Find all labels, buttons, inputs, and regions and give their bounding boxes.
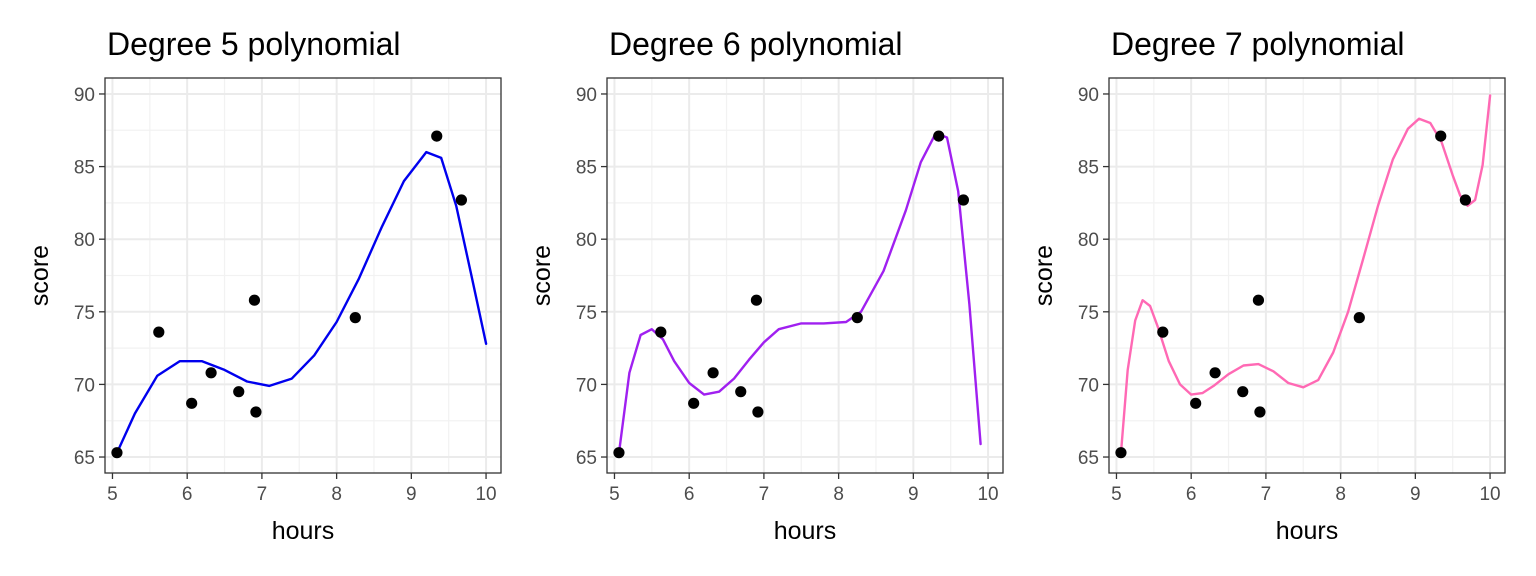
x-axis-title: hours xyxy=(1276,517,1339,545)
data-point xyxy=(205,367,217,379)
x-tick-label: 9 xyxy=(406,484,417,505)
data-point xyxy=(613,447,625,459)
y-tick-label: 70 xyxy=(74,375,95,396)
data-point xyxy=(851,312,863,324)
y-tick-label: 90 xyxy=(1078,85,1099,106)
y-tick-label: 90 xyxy=(576,85,597,106)
x-tick-label: 10 xyxy=(977,484,998,505)
data-point xyxy=(1435,130,1447,142)
chart-panel-3: Degree 7 polynomial 5 6 7 8 9 10 65 70 75 80 85 90 ho… xyxy=(1030,26,1506,545)
x-tick-label: 6 xyxy=(684,484,695,505)
x-tick-label: 7 xyxy=(257,484,268,505)
data-point xyxy=(655,326,667,338)
x-tick-label: 5 xyxy=(609,484,620,505)
data-point xyxy=(455,194,467,206)
x-axis-title: hours xyxy=(774,517,837,545)
x-tick-label: 10 xyxy=(475,484,496,505)
y-tick-label: 70 xyxy=(576,375,597,396)
y-tick-label: 75 xyxy=(74,303,95,324)
x-tick-label: 6 xyxy=(1186,484,1197,505)
y-tick-label: 65 xyxy=(74,448,95,469)
y-tick-label: 75 xyxy=(1078,303,1099,324)
x-tick-label: 7 xyxy=(1261,484,1272,505)
chart-title: Degree 5 polynomial xyxy=(107,26,401,62)
chart-title: Degree 7 polynomial xyxy=(1111,26,1405,62)
y-tick-label: 75 xyxy=(576,303,597,324)
y-tick-label: 90 xyxy=(74,85,95,106)
y-tick-label: 70 xyxy=(1078,375,1099,396)
data-point xyxy=(111,447,123,459)
y-tick-label: 65 xyxy=(1078,448,1099,469)
x-tick-label: 9 xyxy=(1410,484,1421,505)
data-point xyxy=(186,397,198,409)
y-axis-title: score xyxy=(1030,245,1058,306)
chart-title: Degree 6 polynomial xyxy=(609,26,903,62)
x-tick-label: 5 xyxy=(1111,484,1122,505)
fit-curve-line xyxy=(1119,94,1492,454)
data-point xyxy=(248,294,261,306)
data-point xyxy=(1254,406,1266,418)
data-point xyxy=(1209,367,1221,379)
data-point xyxy=(750,294,763,306)
y-axis-title: score xyxy=(26,245,54,306)
x-axis-title: hours xyxy=(272,517,335,545)
x-tick-label: 8 xyxy=(331,484,342,505)
x-tick-label: 8 xyxy=(833,484,844,505)
data-point xyxy=(233,386,245,398)
y-tick-label: 80 xyxy=(74,230,95,251)
x-tick-label: 7 xyxy=(759,484,770,505)
data-point xyxy=(933,130,945,142)
data-point xyxy=(735,386,747,398)
data-point xyxy=(707,367,719,379)
data-point xyxy=(688,397,700,409)
data-point xyxy=(1353,312,1365,324)
data-point xyxy=(349,312,361,324)
x-tick-label: 6 xyxy=(182,484,193,505)
x-tick-label: 9 xyxy=(908,484,919,505)
data-point xyxy=(250,406,262,418)
plot-border xyxy=(104,77,502,474)
data-point xyxy=(1237,386,1249,398)
data-point xyxy=(431,130,443,142)
x-tick-label: 10 xyxy=(1479,484,1500,505)
y-tick-label: 80 xyxy=(1078,230,1099,251)
y-tick-label: 85 xyxy=(576,158,597,179)
y-tick-label: 65 xyxy=(576,448,597,469)
data-point xyxy=(153,326,165,338)
data-point xyxy=(957,194,970,206)
y-tick-label: 85 xyxy=(1078,158,1099,179)
data-point xyxy=(752,406,764,418)
data-point xyxy=(1157,326,1169,338)
chart-panel-2: Degree 6 polynomial 5 6 7 8 9 10 65 70 75 80 85 90 ho… xyxy=(528,26,1004,545)
y-axis-title: score xyxy=(528,245,556,306)
plot-border xyxy=(606,77,1004,474)
x-tick-label: 5 xyxy=(107,484,118,505)
data-point xyxy=(1459,194,1471,206)
fit-curve-line xyxy=(115,150,488,454)
y-tick-label: 85 xyxy=(74,158,95,179)
data-point xyxy=(1190,397,1202,409)
chart-panel-1: Degree 5 polynomial 5 6 7 8 9 10 65 70 75 80 85 90 ho… xyxy=(26,26,502,545)
y-tick-label: 80 xyxy=(576,230,597,251)
plot-border xyxy=(1108,77,1506,474)
data-point xyxy=(1252,294,1265,306)
x-tick-label: 8 xyxy=(1335,484,1346,505)
data-point xyxy=(1115,447,1127,459)
